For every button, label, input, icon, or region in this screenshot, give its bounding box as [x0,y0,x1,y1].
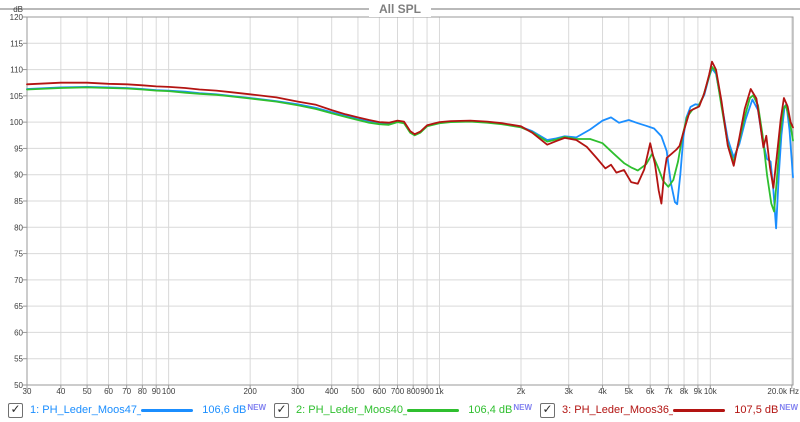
check-icon: ✓ [542,401,553,416]
check-icon: ✓ [276,401,287,416]
y-tick-label: 100 [10,118,24,127]
legend-value: 107,5 dB [734,404,779,416]
y-tick-label: 80 [14,223,23,232]
y-axis-unit-label: dB [13,5,23,14]
legend-value: 106,4 dB [468,404,513,416]
x-tick-label: 10k [704,387,718,396]
y-tick-label: 60 [14,328,23,337]
x-tick-label: 20.0k Hz [767,387,799,396]
x-tick-label: 500 [351,387,365,396]
legend-label: 3: PH_Leder_Moos36_L [562,404,673,416]
x-tick-label: 5k [625,387,634,396]
legend-new-badge: NEW [513,402,532,412]
legend-line-swatch [406,408,459,412]
x-tick-label: 900 [420,387,434,396]
x-tick-label: 70 [122,387,131,396]
legend-label: 2: PH_Leder_Moos40_L [296,404,407,416]
x-tick-label: 50 [83,387,92,396]
x-tick-label: 9k [694,387,703,396]
legend-line-swatch [140,408,193,412]
legend-item-1[interactable]: ✓ 1: PH_Leder_Moos47_L 106,6 dB NEW [0,401,266,418]
y-tick-label: 50 [14,381,23,390]
legend-new-badge: NEW [247,402,266,412]
y-tick-label: 55 [14,355,23,364]
x-tick-label: 8k [680,387,689,396]
y-tick-label: 120 [10,13,24,22]
x-tick-label: 40 [56,387,65,396]
y-tick-label: 75 [14,250,23,259]
legend-item-3[interactable]: ✓ 3: PH_Leder_Moos36_L 107,5 dB NEW [532,401,798,418]
y-tick-label: 65 [14,302,23,311]
series-PH_Leder_Moos36_L [26,60,794,205]
check-icon: ✓ [10,401,21,416]
y-tick-label: 95 [14,144,23,153]
y-tick-label: 115 [10,39,23,48]
legend-value: 106,6 dB [202,404,247,416]
x-tick-label: 90 [152,387,161,396]
x-tick-label: 100 [162,387,176,396]
legend-checkbox-2[interactable]: ✓ [274,401,289,418]
x-tick-label: 4k [598,387,607,396]
x-tick-label: 3k [564,387,573,396]
y-tick-label: 90 [14,171,23,180]
x-tick-label: 600 [373,387,387,396]
legend-line-swatch [672,408,725,412]
legend-item-2[interactable]: ✓ 2: PH_Leder_Moos40_L 106,4 dB NEW [266,401,532,418]
y-tick-label: 110 [10,66,23,75]
x-tick-label: 400 [325,387,339,396]
x-tick-label: 6k [646,387,655,396]
y-tick-label: 85 [14,197,23,206]
legend-new-badge: NEW [779,402,798,412]
y-tick-label: 105 [10,92,24,101]
y-tick-label: 70 [14,276,23,285]
legend-checkbox-1[interactable]: ✓ [8,401,23,418]
x-tick-label: 30 [23,387,32,396]
x-tick-label: 800 [407,387,421,396]
plot-border [26,16,794,386]
x-tick-label: 2k [517,387,526,396]
x-tick-label: 60 [104,387,113,396]
x-tick-label: 7k [664,387,673,396]
x-tick-label: 80 [138,387,147,396]
x-tick-label: 700 [391,387,405,396]
legend-bar: ✓ 1: PH_Leder_Moos47_L 106,6 dB NEW ✓ 2:… [0,398,800,422]
legend-checkbox-3[interactable]: ✓ [540,401,555,418]
series-PH_Leder_Moos40_L [26,66,794,213]
x-tick-label: 1k [435,387,444,396]
legend-label: 1: PH_Leder_Moos47_L [30,404,141,416]
x-tick-label: 300 [291,387,305,396]
x-tick-label: 200 [243,387,257,396]
